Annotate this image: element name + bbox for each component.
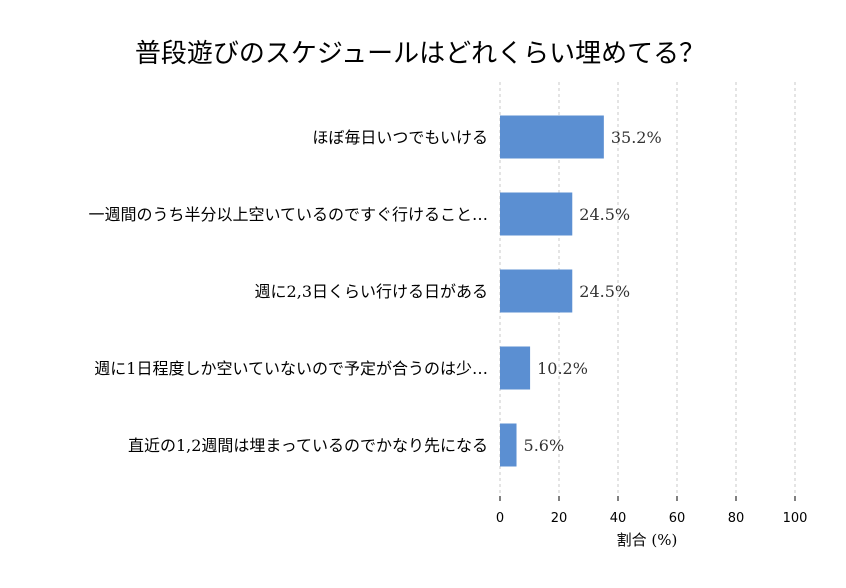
category-label: 一週間のうち半分以上空いているのですぐ行けること… (88, 205, 488, 224)
bars (500, 115, 604, 467)
category-label: 週に1日程度しか空いていないので予定が合うのは少… (94, 359, 488, 378)
value-label: 24.5% (579, 205, 630, 224)
chart-title: 普段遊びのスケジュールはどれくらい埋めてる？ (135, 39, 705, 69)
value-label: 10.2% (537, 359, 588, 378)
bar (500, 115, 604, 159)
value-label: 24.5% (579, 282, 630, 301)
x-axis-title: 割合 (%) (617, 531, 678, 549)
x-tick-label: 0 (496, 511, 504, 526)
bar (500, 423, 517, 467)
value-label: 5.6% (524, 436, 565, 455)
value-labels: 35.2% 24.5% 24.5% 10.2% 5.6% (524, 128, 662, 455)
category-label: 直近の1,2週間は埋まっているのでかなり先になる (128, 436, 488, 455)
category-label: 週に2,3日くらい行ける日がある (255, 282, 488, 301)
x-tick-label: 20 (551, 511, 568, 526)
bar (500, 269, 573, 313)
x-tick-label: 40 (610, 511, 627, 526)
value-label: 35.2% (611, 128, 662, 147)
bar (500, 346, 531, 390)
bar (500, 192, 573, 236)
x-tick-label: 60 (669, 511, 686, 526)
x-tick-label: 100 (783, 511, 808, 526)
category-label: ほぼ毎日いつでもいける (312, 128, 488, 147)
x-tick-label: 80 (728, 511, 745, 526)
x-axis: 0 20 40 60 80 100 (496, 496, 808, 526)
